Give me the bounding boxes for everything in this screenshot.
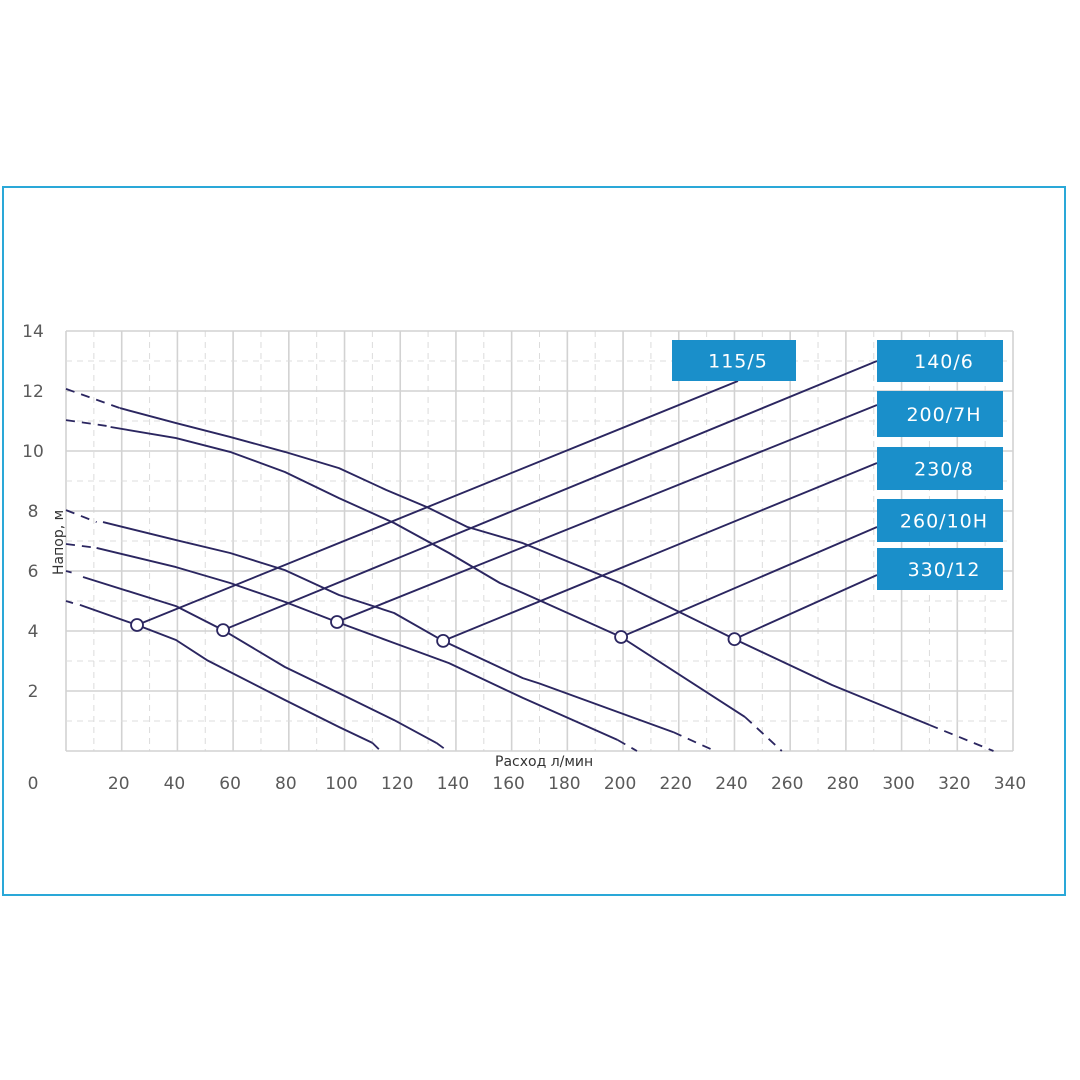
y-tick-label: 14: [22, 322, 44, 342]
y-tick-label: 8: [28, 502, 39, 522]
curve-260-10h: [65, 419, 878, 752]
operating-point-marker: [130, 618, 144, 632]
x-axis-label: Расход л/мин: [495, 754, 593, 770]
x-tick-label: 320: [938, 774, 970, 794]
leader-line: [222, 360, 878, 631]
curve-line: [110, 426, 746, 718]
x-tick-label: 100: [325, 774, 357, 794]
x-tick-label: 220: [660, 774, 692, 794]
curve-dashed-end: [435, 742, 449, 752]
x-tick-label: 280: [827, 774, 859, 794]
model-label-box: [877, 548, 1003, 590]
x-tick-label: 60: [219, 774, 241, 794]
x-tick-label: 20: [108, 774, 130, 794]
x-tick-label: 180: [548, 774, 580, 794]
curve-line: [102, 521, 674, 733]
model-label: 200/7H: [906, 404, 981, 426]
x-tick-label: 120: [381, 774, 413, 794]
curve-dashed-start: [65, 600, 74, 604]
tick-labels: 0 20 40 60 80 100 120 140 160 180 200 220 240 260 280 3…: [22, 322, 1026, 794]
x-tick-label: 140: [437, 774, 469, 794]
curves: [65, 360, 994, 752]
curve-dashed-end: [929, 724, 994, 752]
curve-dashed-start: [65, 570, 72, 574]
curve-dashed-end: [744, 716, 783, 752]
x-tick-label: 40: [164, 774, 186, 794]
leader-line: [620, 526, 878, 638]
leader-line: [136, 380, 739, 626]
operating-point-marker: [436, 634, 451, 648]
curve-dashed-end: [672, 731, 716, 752]
y-tick-label: 2: [28, 682, 39, 702]
x-tick-label: 160: [492, 774, 524, 794]
leader-line: [442, 462, 878, 642]
operating-point-marker: [216, 623, 230, 637]
curve-dashed-end: [371, 742, 382, 752]
model-label: 230/8: [914, 459, 974, 481]
model-label: 260/10H: [900, 511, 988, 533]
x-tick-label: 80: [275, 774, 297, 794]
y-tick-label: 6: [28, 562, 39, 582]
model-label-box: [672, 340, 796, 381]
x-tick-label: 300: [882, 774, 914, 794]
x-tick-label: 200: [604, 774, 636, 794]
model-label: 330/12: [908, 559, 981, 581]
curve-140-6: [65, 360, 878, 752]
x-tick-label: 260: [771, 774, 803, 794]
model-label-box: [877, 499, 1003, 542]
x-tick-label: 340: [994, 774, 1026, 794]
chart-frame: [2, 186, 1066, 896]
operating-point-marker: [330, 615, 344, 629]
y-tick-label: 12: [22, 382, 44, 402]
curve-dashed-start: [65, 509, 97, 523]
x-tick-label: 0: [28, 774, 39, 794]
model-labels: 115/5 140/6 200/7H 230/8 260/10H 330/12: [672, 340, 1003, 590]
y-tick-label: 10: [22, 442, 44, 462]
model-label-box: [877, 340, 1003, 382]
x-tick-label: 240: [715, 774, 747, 794]
y-tick-label: 4: [28, 622, 39, 642]
curve-line: [82, 576, 437, 744]
curve-dashed-end: [617, 739, 638, 752]
curve-115-5: [65, 380, 739, 752]
operating-point-marker: [614, 630, 629, 644]
curve-dashed-start: [65, 419, 108, 427]
model-label-box: [877, 391, 1003, 437]
model-label: 115/5: [708, 351, 768, 373]
leader-line: [336, 404, 878, 623]
y-axis-label: Напор, м: [51, 510, 67, 575]
operating-point-marker: [727, 632, 742, 646]
curve-200-7h: [65, 404, 878, 752]
leader-line: [734, 574, 878, 640]
curve-230-8: [65, 462, 878, 752]
curve-dashed-start: [65, 543, 97, 549]
model-label: 140/6: [914, 351, 974, 373]
model-label-box: [877, 447, 1003, 490]
curve-330-12: [65, 388, 994, 752]
